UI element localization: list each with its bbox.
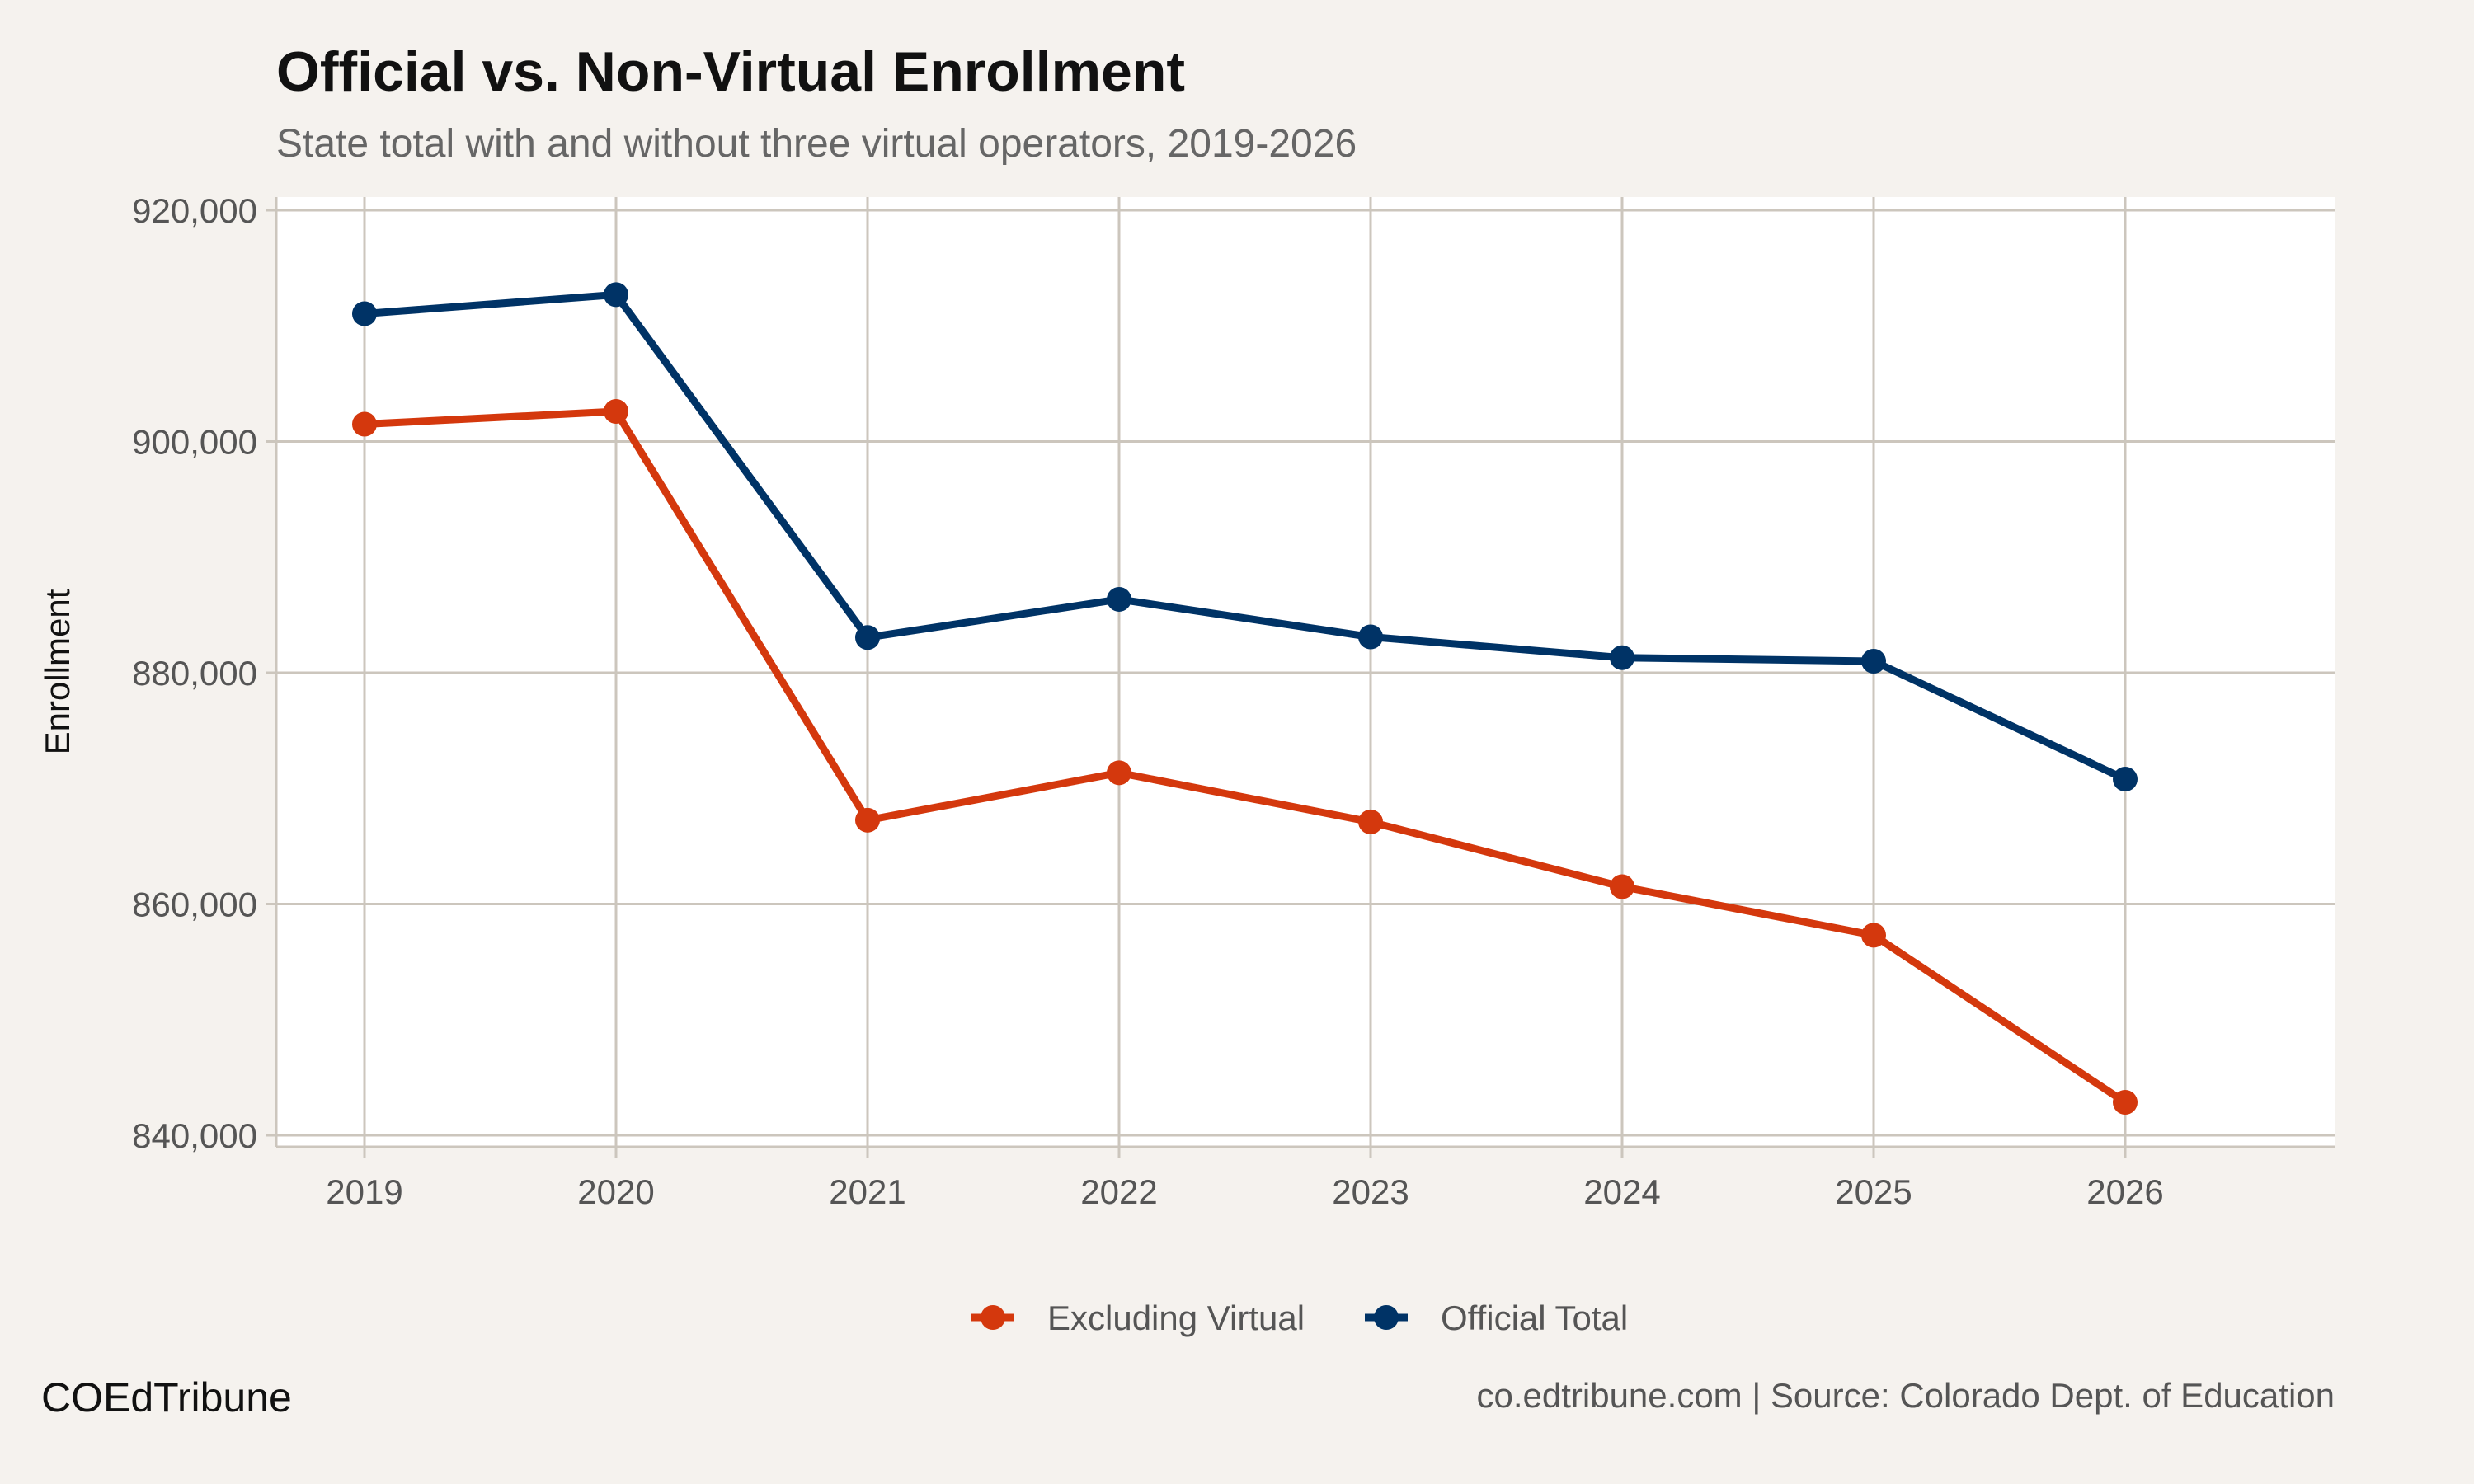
series-line (364, 407, 2128, 1106)
legend-item: Excluding Virtual (971, 1298, 1305, 1337)
legend-marker (981, 1305, 1005, 1330)
data-point (1861, 923, 1886, 948)
legend-label: Excluding Virtual (1047, 1298, 1305, 1337)
legend-marker (1374, 1305, 1399, 1330)
data-point (2113, 767, 2138, 792)
legend: Excluding Virtual Official Total (971, 1298, 1628, 1337)
data-point (855, 807, 880, 833)
series-line (364, 290, 2127, 783)
data-point (1107, 760, 1131, 786)
series-layer (352, 282, 2138, 1115)
data-point (1610, 645, 1634, 670)
grid (276, 197, 2335, 1147)
data-point (1861, 648, 1886, 674)
data-point (1358, 809, 1383, 834)
y-tick-label: 920,000 (132, 191, 257, 230)
data-point (855, 625, 880, 650)
y-axis-label: Enrollment (38, 589, 77, 754)
x-axis: 2019 2020 2021 2022 2023 2024 2025 2026 (276, 1145, 2335, 1211)
x-tick-label: 2022 (1080, 1172, 1157, 1211)
y-tick-label: 900,000 (132, 423, 257, 462)
chart-subtitle: State total with and without three virtu… (276, 122, 1357, 166)
x-tick-label: 2020 (577, 1172, 654, 1211)
chart-title: Official vs. Non-Virtual Enrollment (276, 40, 1185, 103)
data-point (1107, 586, 1131, 612)
data-point (1358, 624, 1383, 650)
x-tick-label: 2026 (2086, 1172, 2163, 1211)
source-caption: co.edtribune.com | Source: Colorado Dept… (1476, 1376, 2335, 1415)
x-tick-label: 2024 (1583, 1172, 1660, 1211)
data-point (2113, 1090, 2138, 1115)
y-tick-label: 840,000 (132, 1116, 257, 1155)
legend-label: Official Total (1441, 1298, 1628, 1337)
y-tick-label: 860,000 (132, 885, 257, 924)
data-point (604, 282, 628, 308)
x-tick-label: 2023 (1332, 1172, 1409, 1211)
legend-item: Official Total (1365, 1298, 1628, 1337)
data-point (1610, 874, 1634, 899)
x-tick-label: 2019 (326, 1172, 402, 1211)
y-axis: 840,000 860,000 880,000 900,000 920,000 (132, 191, 278, 1155)
data-point (604, 399, 628, 425)
data-point (352, 301, 377, 326)
y-tick-label: 880,000 (132, 654, 257, 693)
brand-label: COEdTribune (41, 1374, 292, 1421)
x-tick-label: 2021 (829, 1172, 905, 1211)
data-point (352, 411, 377, 437)
series-official-total (352, 282, 2138, 792)
x-tick-label: 2025 (1835, 1172, 1912, 1211)
series-excluding-virtual (352, 399, 2138, 1115)
